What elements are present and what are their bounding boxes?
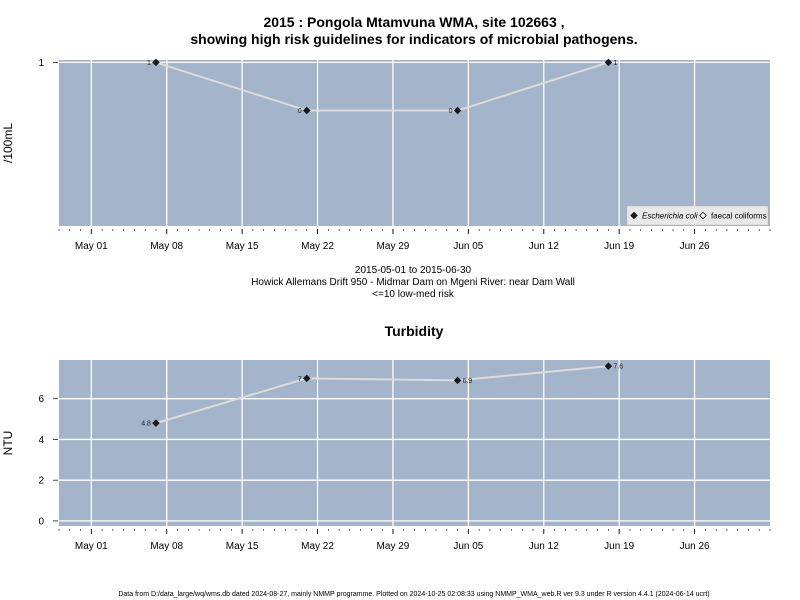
site-description-label: Howick Allemans Drift 950 - Midmar Dam o… (251, 277, 575, 288)
data-label: 0 (298, 108, 302, 115)
risk-guideline-label: <=10 low-med risk (372, 289, 455, 300)
legend: Escherichia coli faecal coliforms (626, 205, 769, 226)
footer-note: Data from D:/data_large/wq/wms.db dated … (118, 591, 709, 598)
y-tick-label: 6 (38, 394, 44, 405)
y-tick-label: 2 (38, 476, 44, 487)
legend-ecoli-label: Escherichia coli (642, 212, 698, 221)
chart-title-line-1: 2015 : Pongola Mtamvuna WMA, site 102663… (263, 14, 564, 30)
data-point (453, 376, 462, 385)
x-tick-label: May 08 (150, 241, 183, 252)
data-point (152, 58, 160, 67)
x-tick-label: Jun 19 (604, 541, 634, 552)
legend-faecal-marker (699, 211, 707, 220)
y-tick-label: 1 (38, 58, 44, 69)
x-tick-label: Jun 12 (529, 541, 559, 552)
series-line (155, 365, 609, 425)
data-point (604, 362, 613, 370)
data-point (453, 106, 462, 115)
x-tick-label: May 22 (301, 241, 334, 252)
x-tick-label: May 29 (377, 241, 410, 252)
date-range-label: 2015-05-01 to 2015-06-30 (355, 265, 472, 276)
x-tick-label: Jun 05 (453, 241, 483, 252)
x-tick-label: May 15 (226, 241, 259, 252)
x-tick-label: Jun 12 (529, 241, 559, 252)
x-tick-label: Jun 19 (604, 241, 634, 252)
data-label: 4.8 (141, 421, 151, 428)
y-tick-label: 0 (38, 516, 44, 527)
x-tick-label: May 01 (75, 241, 108, 252)
data-point (604, 58, 613, 67)
x-tick-label: May 22 (301, 541, 334, 552)
plot-area (59, 360, 770, 526)
legend-faecal-label: faecal coliforms (711, 212, 767, 221)
turbidity-title: Turbidity (385, 323, 444, 339)
data-label: 7.6 (613, 364, 623, 371)
data-label: 0 (449, 108, 453, 115)
data-point (303, 374, 311, 383)
chart-title-line-2: showing high risk guidelines for indicat… (190, 31, 637, 47)
y-axis-label: NTU (1, 431, 15, 456)
data-label: 7 (298, 376, 302, 383)
y-tick-label: 4 (38, 435, 44, 446)
x-tick-label: Jun 26 (680, 241, 710, 252)
turbidity-panel: May 01 May 08 May 15 May 22 May 29 Jun 05 Jun … (1, 360, 771, 552)
y-axis-label: /100mL (1, 123, 15, 163)
x-tick-label: May 01 (75, 541, 108, 552)
series-line (155, 61, 609, 112)
x-tick-label: May 29 (377, 541, 410, 552)
data-label: 6.9 (463, 378, 473, 385)
data-label: 1 (147, 60, 151, 67)
data-point (152, 419, 160, 427)
ecoli-panel: May 01 May 08 May 15 May 22 May 29 Jun 05 Jun … (1, 58, 771, 252)
legend-ecoli-marker (630, 211, 638, 220)
x-tick-label: May 15 (226, 541, 259, 552)
x-tick-label: May 08 (150, 541, 183, 552)
x-tick-label: Jun 26 (680, 541, 710, 552)
data-point (303, 106, 311, 115)
legend-box (626, 205, 769, 226)
data-label: 1 (613, 60, 617, 67)
x-tick-label: Jun 05 (453, 541, 483, 552)
plot-area (59, 60, 770, 226)
